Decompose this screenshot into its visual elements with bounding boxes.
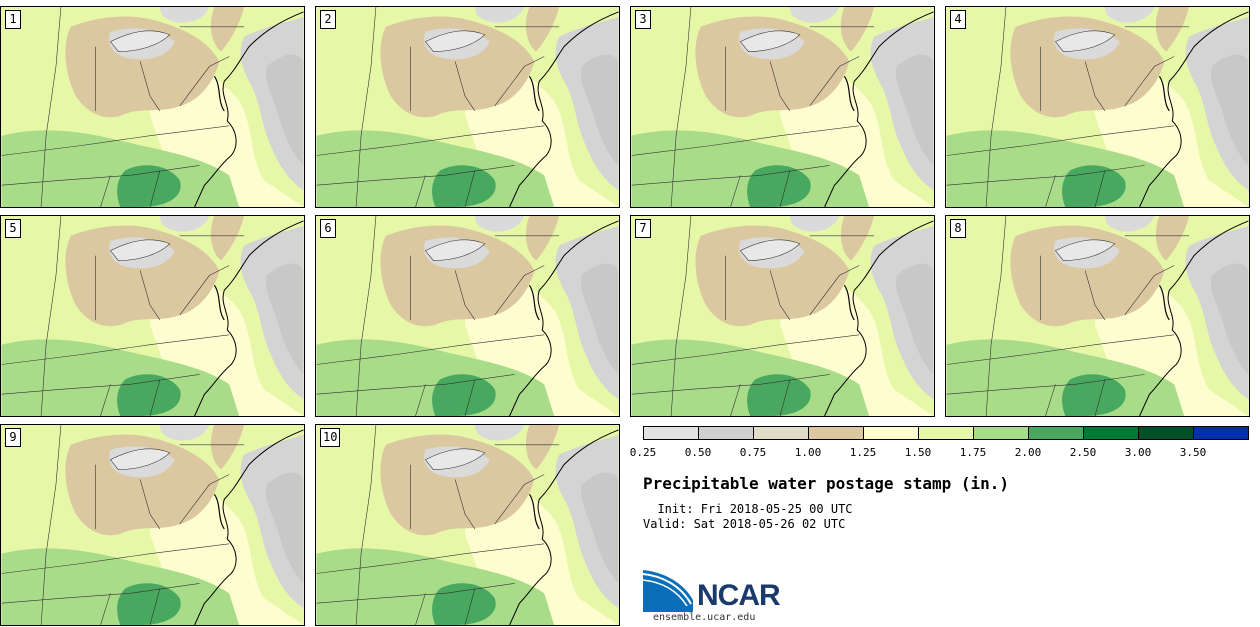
colorbar-tick-label: 1.75 (959, 446, 987, 459)
precipitable-water-map (631, 7, 934, 207)
precipitable-water-map (316, 425, 619, 625)
colorbar-segment (863, 426, 919, 440)
ensemble-member-panel-1: 1 (0, 6, 305, 208)
ensemble-member-panel-6: 6 (315, 215, 620, 417)
colorbar-tick-label: 0.50 (684, 446, 712, 459)
ncar-logo-icon (643, 570, 693, 612)
panel-number-label: 10 (320, 428, 341, 447)
panel-number-label: 3 (635, 10, 651, 29)
panel-number-label: 7 (635, 219, 651, 238)
colorbar-segment (1138, 426, 1194, 440)
panel-number-label: 6 (320, 219, 336, 238)
ensemble-member-panel-7: 7 (630, 215, 935, 417)
colorbar-tick-label: 2.00 (1014, 446, 1042, 459)
panel-number-label: 9 (5, 428, 21, 447)
ensemble-member-panel-10: 10 (315, 424, 620, 626)
precipitable-water-map (1, 7, 304, 207)
colorbar-segment (753, 426, 809, 440)
valid-time: Valid: Sat 2018-05-26 02 UTC (643, 517, 846, 531)
colorbar-tick-label: 1.00 (794, 446, 822, 459)
colorbar-segment (808, 426, 864, 440)
colorbar-segment (973, 426, 1029, 440)
ensemble-member-panel-2: 2 (315, 6, 620, 208)
ensemble-member-panel-5: 5 (0, 215, 305, 417)
colorbar-segment (918, 426, 974, 440)
init-time: Init: Fri 2018-05-25 00 UTC (643, 502, 853, 516)
ensemble-member-panel-3: 3 (630, 6, 935, 208)
colorbar (643, 426, 1249, 440)
ensemble-member-panel-9: 9 (0, 424, 305, 626)
panel-number-label: 4 (950, 10, 966, 29)
precipitable-water-map (631, 216, 934, 416)
colorbar-tick-label: 0.25 (629, 446, 657, 459)
colorbar-tick-label: 1.25 (849, 446, 877, 459)
precipitable-water-map (316, 7, 619, 207)
colorbar-tick-label: 3.50 (1179, 446, 1207, 459)
colorbar-segment (1028, 426, 1084, 440)
plot-title: Precipitable water postage stamp (in.) (643, 474, 1010, 493)
ensemble-member-panel-4: 4 (945, 6, 1250, 208)
panel-number-label: 2 (320, 10, 336, 29)
panel-number-label: 1 (5, 10, 21, 29)
ensemble-member-panel-8: 8 (945, 215, 1250, 417)
colorbar-segment (643, 426, 699, 440)
panel-number-label: 8 (950, 219, 966, 238)
precipitable-water-map (316, 216, 619, 416)
precipitable-water-map (1, 216, 304, 416)
precipitable-water-map (1, 425, 304, 625)
colorbar-segment (1193, 426, 1249, 440)
colorbar-tick-label: 1.50 (904, 446, 932, 459)
colorbar-tick-label: 0.75 (739, 446, 767, 459)
precipitable-water-map (946, 216, 1249, 416)
panel-number-label: 5 (5, 219, 21, 238)
logo-url: ensemble.ucar.edu (653, 612, 756, 623)
colorbar-segment (1083, 426, 1139, 440)
precipitable-water-map (946, 7, 1249, 207)
colorbar-tick-label: 2.50 (1069, 446, 1097, 459)
colorbar-segment (698, 426, 754, 440)
logo-wordmark: NCAR (697, 579, 781, 612)
colorbar-tick-label: 3.00 (1124, 446, 1152, 459)
